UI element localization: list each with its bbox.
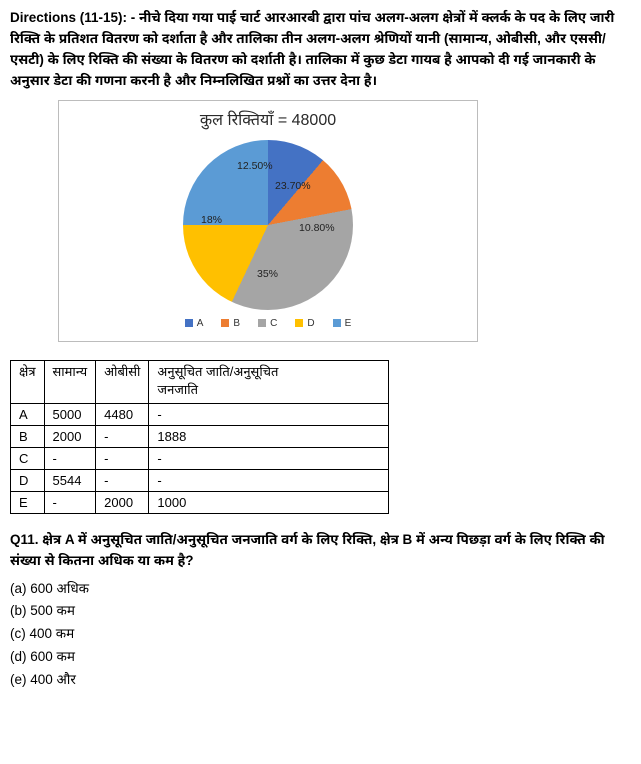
option-e[interactable]: (e) 400 और [10,669,631,692]
cell-region: B [11,425,45,447]
col-scst-line1: अनुसूचित जाति/अनुसूचित [157,364,278,379]
option-a[interactable]: (a) 600 अधिक [10,578,631,601]
table-row: B2000-1888 [11,425,389,447]
legend-label-D: D [307,318,314,329]
pie-label-E: 12.50% [237,160,273,172]
legend-item-D: D [295,318,314,329]
table-row: D5544-- [11,469,389,491]
pie-label-D: 18% [201,214,222,226]
cell-obc: - [96,469,149,491]
chart-title: कुल रिक्तियाँ = 48000 [67,111,469,132]
table-row: C--- [11,447,389,469]
cell-general: - [44,447,96,469]
col-scst: अनुसूचित जाति/अनुसूचित जनजाति [149,360,389,403]
question-paragraph: Q11. क्षेत्र A में अनुसूचित जाति/अनुसूचि… [10,530,631,572]
pie-chart: 23.70% 10.80% 35% 18% 12.50% [183,140,353,310]
cell-scst: - [149,447,389,469]
pie-label-C: 35% [257,268,278,280]
pie-chart-container: कुल रिक्तियाँ = 48000 23.70% 10.80% 35% 18%… [58,100,478,342]
legend-item-C: C [258,318,277,329]
col-region: क्षेत्र [11,360,45,403]
directions-paragraph: Directions (11-15): - नीचे दिया गया पाई … [10,8,631,92]
table-header-row: क्षेत्र सामान्य ओबीसी अनुसूचित जाति/अनुस… [11,360,389,403]
cell-obc: 2000 [96,491,149,513]
question-text: क्षेत्र A में अनुसूचित जाति/अनुसूचित जनज… [10,532,605,568]
cell-region: E [11,491,45,513]
legend-swatch-C [258,319,266,327]
table-row: A50004480- [11,403,389,425]
cell-general: 5000 [44,403,96,425]
cell-obc: 4480 [96,403,149,425]
table-body: A50004480-B2000-1888C---D5544--E-2000100… [11,403,389,513]
cell-scst: - [149,403,389,425]
chart-legend: A B C D E [67,318,469,329]
cell-general: - [44,491,96,513]
cell-scst: 1000 [149,491,389,513]
legend-swatch-A [185,319,193,327]
options-list: (a) 600 अधिक(b) 500 कम(c) 400 कम(d) 600 … [10,578,631,693]
pie-label-B: 10.80% [299,222,335,234]
cell-region: A [11,403,45,425]
pie-wrap: 23.70% 10.80% 35% 18% 12.50% [67,140,469,310]
legend-label-C: C [270,318,277,329]
question-number: Q11. [10,532,39,547]
legend-item-A: A [185,318,204,329]
col-obc: ओबीसी [96,360,149,403]
legend-swatch-E [333,319,341,327]
option-d[interactable]: (d) 600 कम [10,646,631,669]
cell-general: 2000 [44,425,96,447]
option-c[interactable]: (c) 400 कम [10,623,631,646]
legend-label-A: A [197,318,204,329]
cell-general: 5544 [44,469,96,491]
cell-scst: 1888 [149,425,389,447]
col-scst-line2: जनजाति [157,382,198,397]
cell-region: D [11,469,45,491]
legend-label-E: E [345,318,352,329]
option-b[interactable]: (b) 500 कम [10,600,631,623]
directions-label: Directions (11-15): - [10,10,135,25]
legend-swatch-D [295,319,303,327]
legend-item-B: B [221,318,240,329]
table-row: E-20001000 [11,491,389,513]
legend-label-B: B [233,318,240,329]
legend-swatch-B [221,319,229,327]
cell-obc: - [96,447,149,469]
cell-obc: - [96,425,149,447]
cell-scst: - [149,469,389,491]
vacancy-table: क्षेत्र सामान्य ओबीसी अनुसूचित जाति/अनुस… [10,360,389,514]
pie-label-A: 23.70% [275,180,311,192]
legend-item-E: E [333,318,352,329]
col-general: सामान्य [44,360,96,403]
cell-region: C [11,447,45,469]
